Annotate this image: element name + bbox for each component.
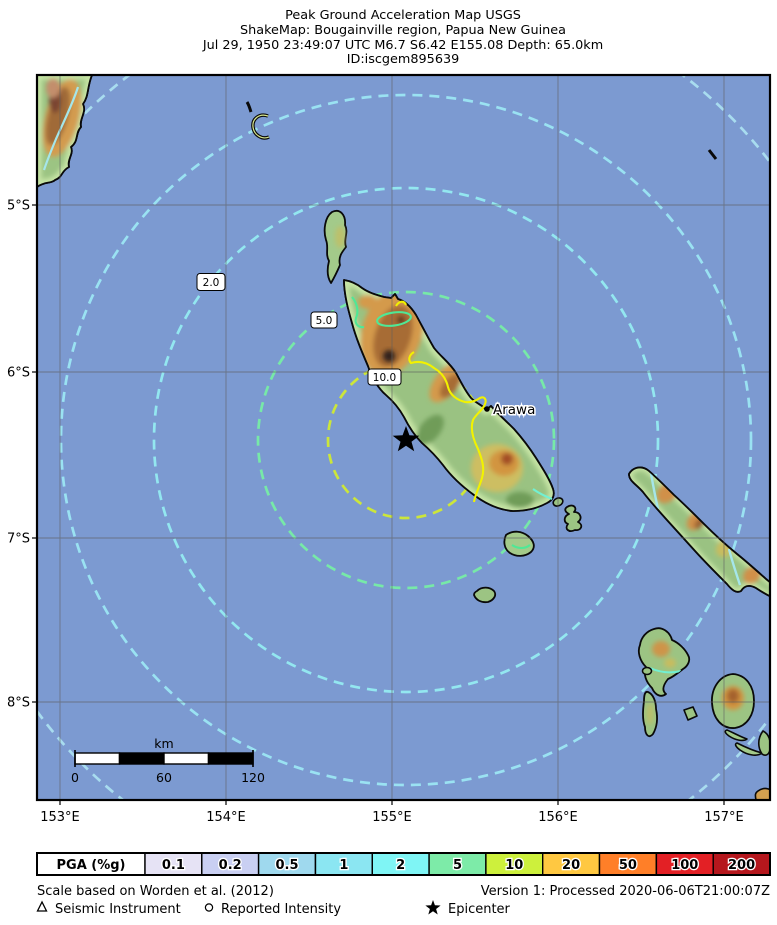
scale-tick-120: 120 — [241, 770, 265, 785]
legend-bin-label: 50 — [619, 858, 637, 873]
legend-border — [36, 852, 771, 876]
reported-intensity-icon — [204, 903, 214, 912]
islands — [37, 75, 770, 800]
seismic-instrument-icon — [36, 900, 48, 912]
x-tick-154E: 154°E — [206, 810, 246, 825]
contour-label-box — [196, 273, 226, 291]
islet-sliver — [724, 729, 748, 742]
contour-line — [649, 667, 682, 674]
city-arawa: Arawa — [484, 401, 537, 420]
ring-1 — [59, 93, 753, 787]
contour-label-box — [310, 311, 338, 329]
version-note: Version 1: Processed 2020-06-06T21:00:07… — [481, 884, 770, 899]
y-tick-7S: 7°S — [7, 532, 30, 547]
islet-corner — [754, 787, 770, 800]
legend-bin-label: 0.2 — [219, 858, 242, 873]
y-tick-6S: 6°S — [7, 366, 30, 381]
contour-label-box — [367, 368, 402, 386]
legend-bin-label: 5 — [453, 858, 462, 873]
map-canvas: 2.0 5.0 10.0 Arawa km 0 60 120 — [37, 75, 770, 800]
scale-note: Scale based on Worden et al. (2012) — [37, 884, 274, 899]
epicenter-label: Epicenter — [448, 902, 511, 917]
y-tick-8S: 8°S — [7, 696, 30, 711]
x-tick-156E: 156°E — [538, 810, 578, 825]
graticule — [37, 75, 770, 800]
contour-10-land — [408, 351, 487, 503]
contour-labels: 2.0 5.0 10.0 — [196, 273, 402, 386]
scale-segment — [74, 752, 121, 765]
axis-labels: 153°E 154°E 155°E 156°E 157°E 5°S 6°S 7°… — [7, 199, 744, 826]
axis-ticks — [32, 204, 725, 805]
contour-2-land — [532, 488, 553, 500]
header: Peak Ground Acceleration Map USGS ShakeM… — [202, 8, 603, 67]
tiny-islet-ne — [707, 149, 718, 160]
city-dot — [484, 406, 490, 412]
scale-tick-0: 0 — [71, 770, 79, 785]
contour-10-land — [395, 300, 407, 307]
legend-bin-label: 20 — [562, 858, 580, 873]
epicenter-icon — [425, 900, 441, 915]
event-id: ID:iscgem895639 — [347, 52, 460, 67]
islet-sliver — [734, 742, 763, 756]
river — [649, 472, 660, 510]
legend-bin-label: 100 — [671, 858, 698, 873]
y-tick-5S: 5°S — [7, 199, 30, 214]
contour-label-5: 5.0 — [316, 315, 333, 327]
x-tick-155E: 155°E — [372, 810, 412, 825]
seismic-instrument-label: Seismic Instrument — [55, 902, 181, 917]
scale-segment — [118, 752, 165, 765]
scale-bar-unit: km — [154, 736, 173, 751]
atoll-islet — [245, 101, 253, 113]
page-subtitle: ShakeMap: Bougainville region, Papua New… — [240, 23, 566, 38]
page-title: Peak Ground Acceleration Map USGS — [285, 8, 521, 23]
contour-5-land — [511, 544, 531, 550]
river — [42, 86, 80, 171]
islet — [641, 666, 653, 676]
x-tick-153E: 153°E — [40, 810, 80, 825]
reported-intensity-label: Reported Intensity — [221, 902, 341, 917]
map-frame — [35, 73, 772, 802]
contour-5-land — [376, 311, 412, 327]
footer: Scale based on Worden et al. (2012) Vers… — [36, 884, 770, 917]
city-label: Arawa — [493, 402, 535, 418]
pga-legend: PGA (%g) 0.1 0.2 0.5 1 2 5 10 20 50 100 … — [36, 852, 771, 876]
islet — [473, 586, 497, 604]
contour-5-land — [351, 296, 365, 329]
land-contours — [351, 296, 553, 550]
legend-bin-label: 10 — [505, 858, 523, 873]
island-fauro — [637, 627, 691, 697]
islet — [683, 706, 698, 721]
islet — [563, 504, 583, 532]
legend-bin-label: 0.5 — [275, 858, 298, 873]
river — [727, 548, 742, 586]
legend-title: PGA (%g) — [57, 858, 126, 873]
scale-segment — [163, 752, 210, 765]
scale-segment — [207, 752, 254, 765]
x-tick-157E: 157°E — [704, 810, 744, 825]
scale-bar: km 0 60 120 — [71, 736, 265, 785]
legend-bin-label: 200 — [728, 858, 755, 873]
ring-5 — [256, 290, 556, 590]
event-info: Jul 29, 1950 23:49:07 UTC M6.7 S6.42 E15… — [202, 38, 603, 53]
ring-2 — [152, 186, 660, 694]
contour-label-10: 10.0 — [373, 372, 396, 384]
legend-bin-label: 1 — [339, 858, 348, 873]
epicenter-star-icon — [392, 426, 420, 452]
legend-bin-label: 2 — [396, 858, 405, 873]
legend-bin-label: 0.1 — [162, 858, 185, 873]
scale-tick-60: 60 — [156, 770, 172, 785]
contour-label-2: 2.0 — [203, 277, 220, 289]
